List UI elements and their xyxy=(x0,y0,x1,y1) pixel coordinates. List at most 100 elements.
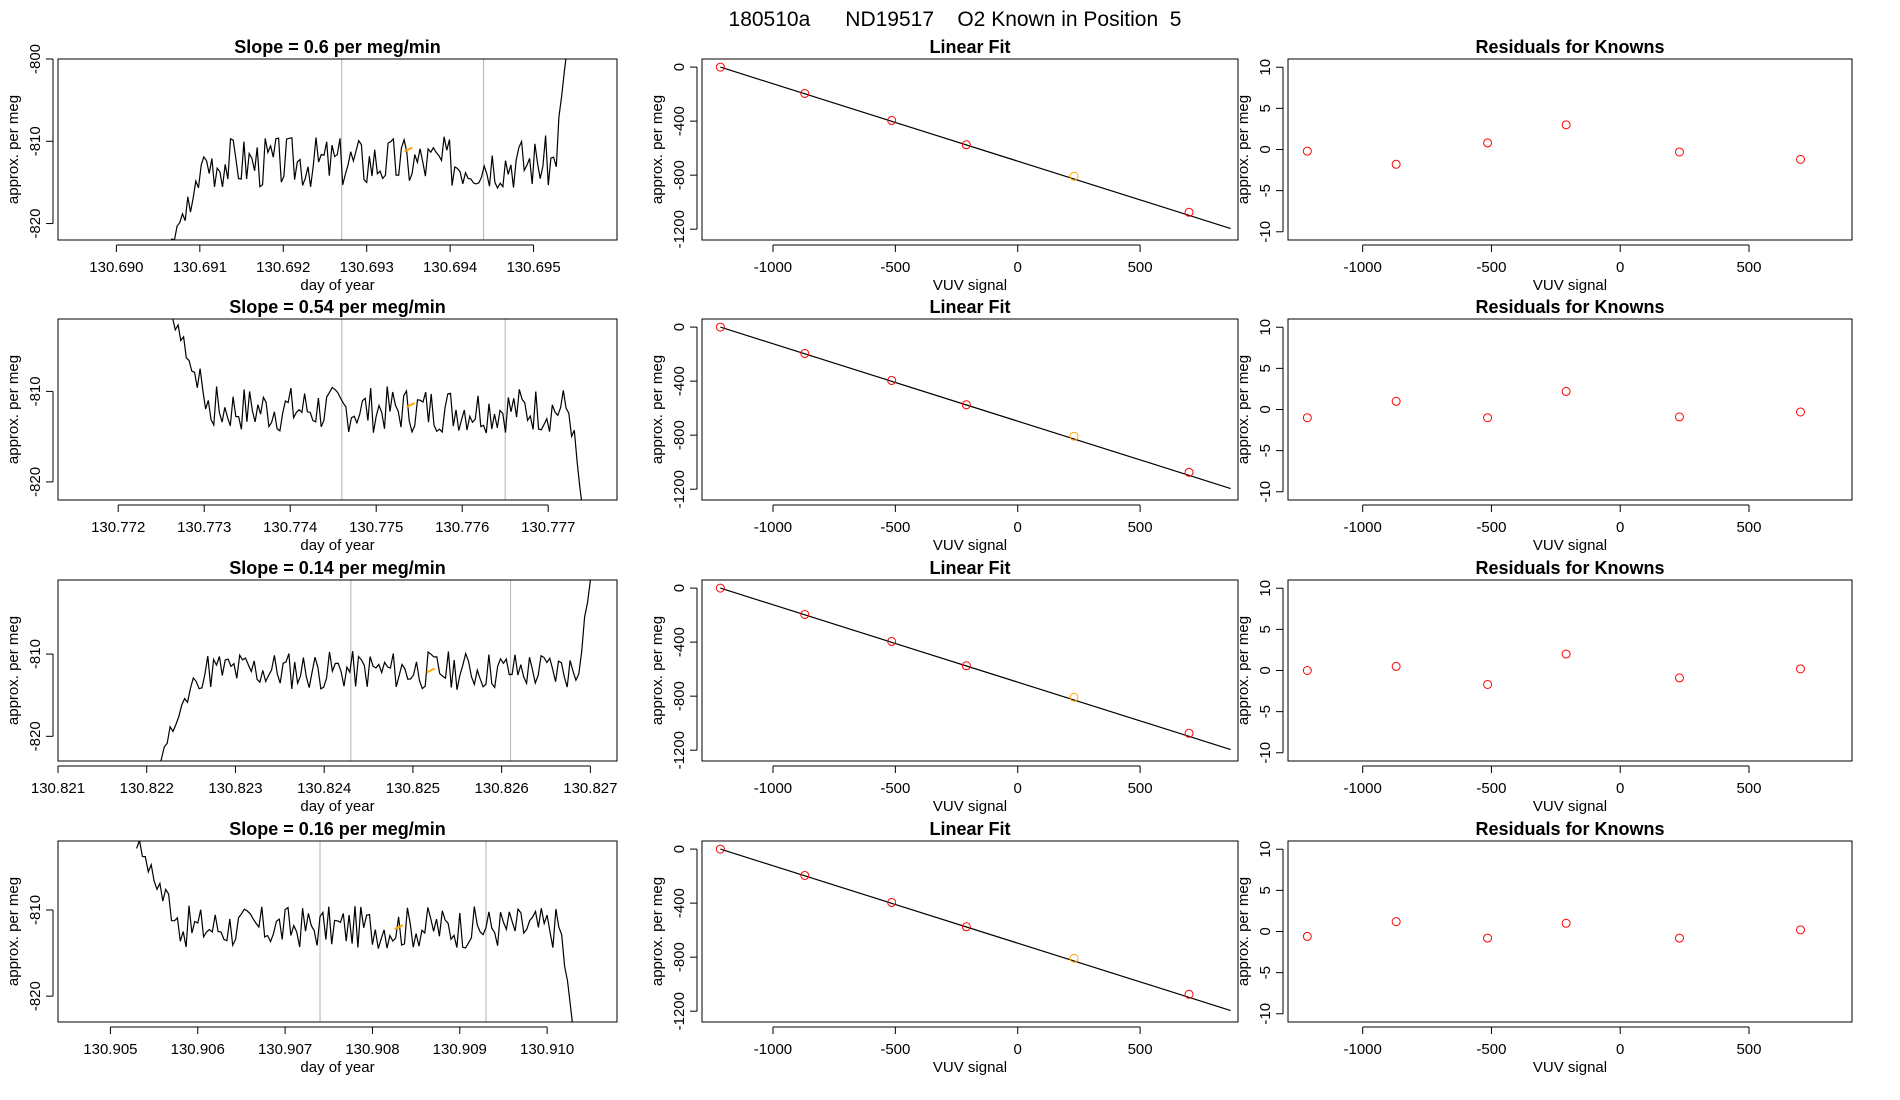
y-tick-label: -820 xyxy=(27,721,44,751)
x-axis: -1000 -500 0 500 VUV signal xyxy=(754,504,1153,554)
x-tick-label: -1000 xyxy=(754,1041,792,1058)
panel-r1-c1: Linear Fit -1000 -500 0 500 VUV signal 0 -400 -8… xyxy=(649,297,1239,554)
data-point xyxy=(887,897,897,907)
x-tick-label: 130.690 xyxy=(89,259,143,276)
data-point xyxy=(1302,931,1312,941)
plot-frame xyxy=(1287,58,1853,241)
data-point xyxy=(1561,120,1571,130)
x-tick-label: -1000 xyxy=(1343,780,1381,797)
y-tick-label: -800 xyxy=(671,942,688,972)
data-point xyxy=(1795,925,1805,935)
x-tick-label: 130.908 xyxy=(345,1041,399,1058)
x-axis: 130.772 130.773 130.774 130.775 130.776 130.7… xyxy=(91,504,575,554)
plot-frame xyxy=(701,318,1239,501)
x-tick-label: 130.827 xyxy=(563,780,617,797)
panel-title: Linear Fit xyxy=(929,297,1010,317)
x-tick-label: 130.909 xyxy=(433,1041,487,1058)
x-tick-label: 0 xyxy=(1616,780,1624,797)
y-tick-label: 10 xyxy=(1257,841,1274,858)
panel-r2-c1: Linear Fit -1000 -500 0 500 VUV signal 0 -400 -8… xyxy=(649,558,1239,815)
data-point xyxy=(1184,728,1194,738)
plot-frame xyxy=(57,579,618,762)
y-tick-label: -5 xyxy=(1257,966,1274,979)
y-tick-label: -820 xyxy=(27,467,44,497)
panel-r3-c2: Residuals for Knowns -1000 -500 0 500 VUV sig… xyxy=(1235,819,1853,1076)
x-axis-label: day of year xyxy=(300,537,374,554)
panel-title: Slope = 0.54 per meg/min xyxy=(229,297,446,317)
x-tick-label: -500 xyxy=(880,780,910,797)
data-point xyxy=(1561,386,1571,396)
data-point xyxy=(961,400,971,410)
x-axis: 130.905 130.906 130.907 130.908 130.909 130.9… xyxy=(83,1026,574,1076)
data-point xyxy=(1184,207,1194,217)
plot-area xyxy=(1302,917,1805,943)
x-tick-label: -500 xyxy=(880,259,910,276)
x-axis: 130.821 130.822 130.823 130.824 130.825 130.8… xyxy=(31,765,617,815)
y-axis: 10 5 0 -5 -10 approx. per meg xyxy=(1235,580,1284,764)
y-axis-label: approx. per meg xyxy=(649,877,666,986)
x-tick-label: -500 xyxy=(880,1041,910,1058)
x-tick-label: -1000 xyxy=(754,780,792,797)
data-point xyxy=(1302,146,1312,156)
x-axis: 130.690 130.691 130.692 130.693 130.694 130.6… xyxy=(89,244,561,294)
y-tick-label: 10 xyxy=(1257,580,1274,597)
data-point xyxy=(715,844,725,854)
x-axis: -1000 -500 0 500 VUV signal xyxy=(754,244,1153,294)
y-axis-label: approx. per meg xyxy=(649,616,666,725)
highlight-mark xyxy=(403,146,413,153)
x-tick-label: 500 xyxy=(1128,259,1153,276)
data-point xyxy=(887,375,897,385)
x-tick-label: 130.691 xyxy=(173,259,227,276)
data-trace xyxy=(136,841,573,1022)
y-axis-label: approx. per meg xyxy=(1235,616,1252,725)
y-tick-label: 10 xyxy=(1257,59,1274,76)
y-tick-label: -810 xyxy=(27,895,44,925)
x-tick-label: 130.774 xyxy=(263,519,317,536)
x-tick-label: 130.824 xyxy=(297,780,351,797)
fit-line xyxy=(720,848,1231,1012)
data-point xyxy=(1069,431,1079,441)
data-point xyxy=(1069,171,1079,181)
data-point xyxy=(1795,664,1805,674)
x-tick-label: 130.695 xyxy=(506,259,560,276)
plot-area xyxy=(1302,386,1805,423)
x-axis-label: VUV signal xyxy=(1533,537,1607,554)
y-axis: -810 -820 approx. per meg xyxy=(5,355,54,497)
x-tick-label: 130.822 xyxy=(120,780,174,797)
x-axis-label: day of year xyxy=(300,798,374,815)
data-point xyxy=(715,62,725,72)
highlight-mark xyxy=(426,667,436,674)
y-axis: 0 -400 -800 -1200 approx. per meg xyxy=(649,845,698,1030)
data-point xyxy=(715,583,725,593)
x-tick-label: 130.907 xyxy=(258,1041,312,1058)
plot-frame xyxy=(701,58,1239,241)
data-point xyxy=(1674,412,1684,422)
y-axis: 0 -400 -800 -1200 approx. per meg xyxy=(649,323,698,508)
data-point xyxy=(1483,413,1493,423)
x-axis: -1000 -500 0 500 VUV signal xyxy=(754,1026,1153,1076)
highlight-mark xyxy=(406,402,416,408)
plot-area xyxy=(715,62,1231,230)
y-axis: 0 -400 -800 -1200 approx. per meg xyxy=(649,63,698,248)
x-axis-label: VUV signal xyxy=(933,1059,1007,1076)
panel-title: Linear Fit xyxy=(929,558,1010,578)
plot-frame xyxy=(701,579,1239,762)
x-tick-label: 130.775 xyxy=(349,519,403,536)
x-tick-label: 0 xyxy=(1014,1041,1022,1058)
y-axis: 10 5 0 -5 -10 approx. per meg xyxy=(1235,59,1284,243)
x-tick-label: 500 xyxy=(1736,259,1761,276)
y-axis: 0 -400 -800 -1200 approx. per meg xyxy=(649,584,698,769)
x-axis-label: day of year xyxy=(300,1059,374,1076)
y-tick-label: -820 xyxy=(27,209,44,239)
fit-line xyxy=(720,326,1231,490)
panel-r0-c2: Residuals for Knowns -1000 -500 0 500 VUV sig… xyxy=(1235,37,1853,294)
x-axis-label: day of year xyxy=(300,277,374,294)
y-tick-label: 0 xyxy=(671,845,688,853)
panel-r2-c2: Residuals for Knowns -1000 -500 0 500 VUV sig… xyxy=(1235,558,1853,815)
y-axis: -810 -820 approx. per meg xyxy=(5,877,54,1011)
data-point xyxy=(887,115,897,125)
y-tick-label: 5 xyxy=(1257,104,1274,112)
